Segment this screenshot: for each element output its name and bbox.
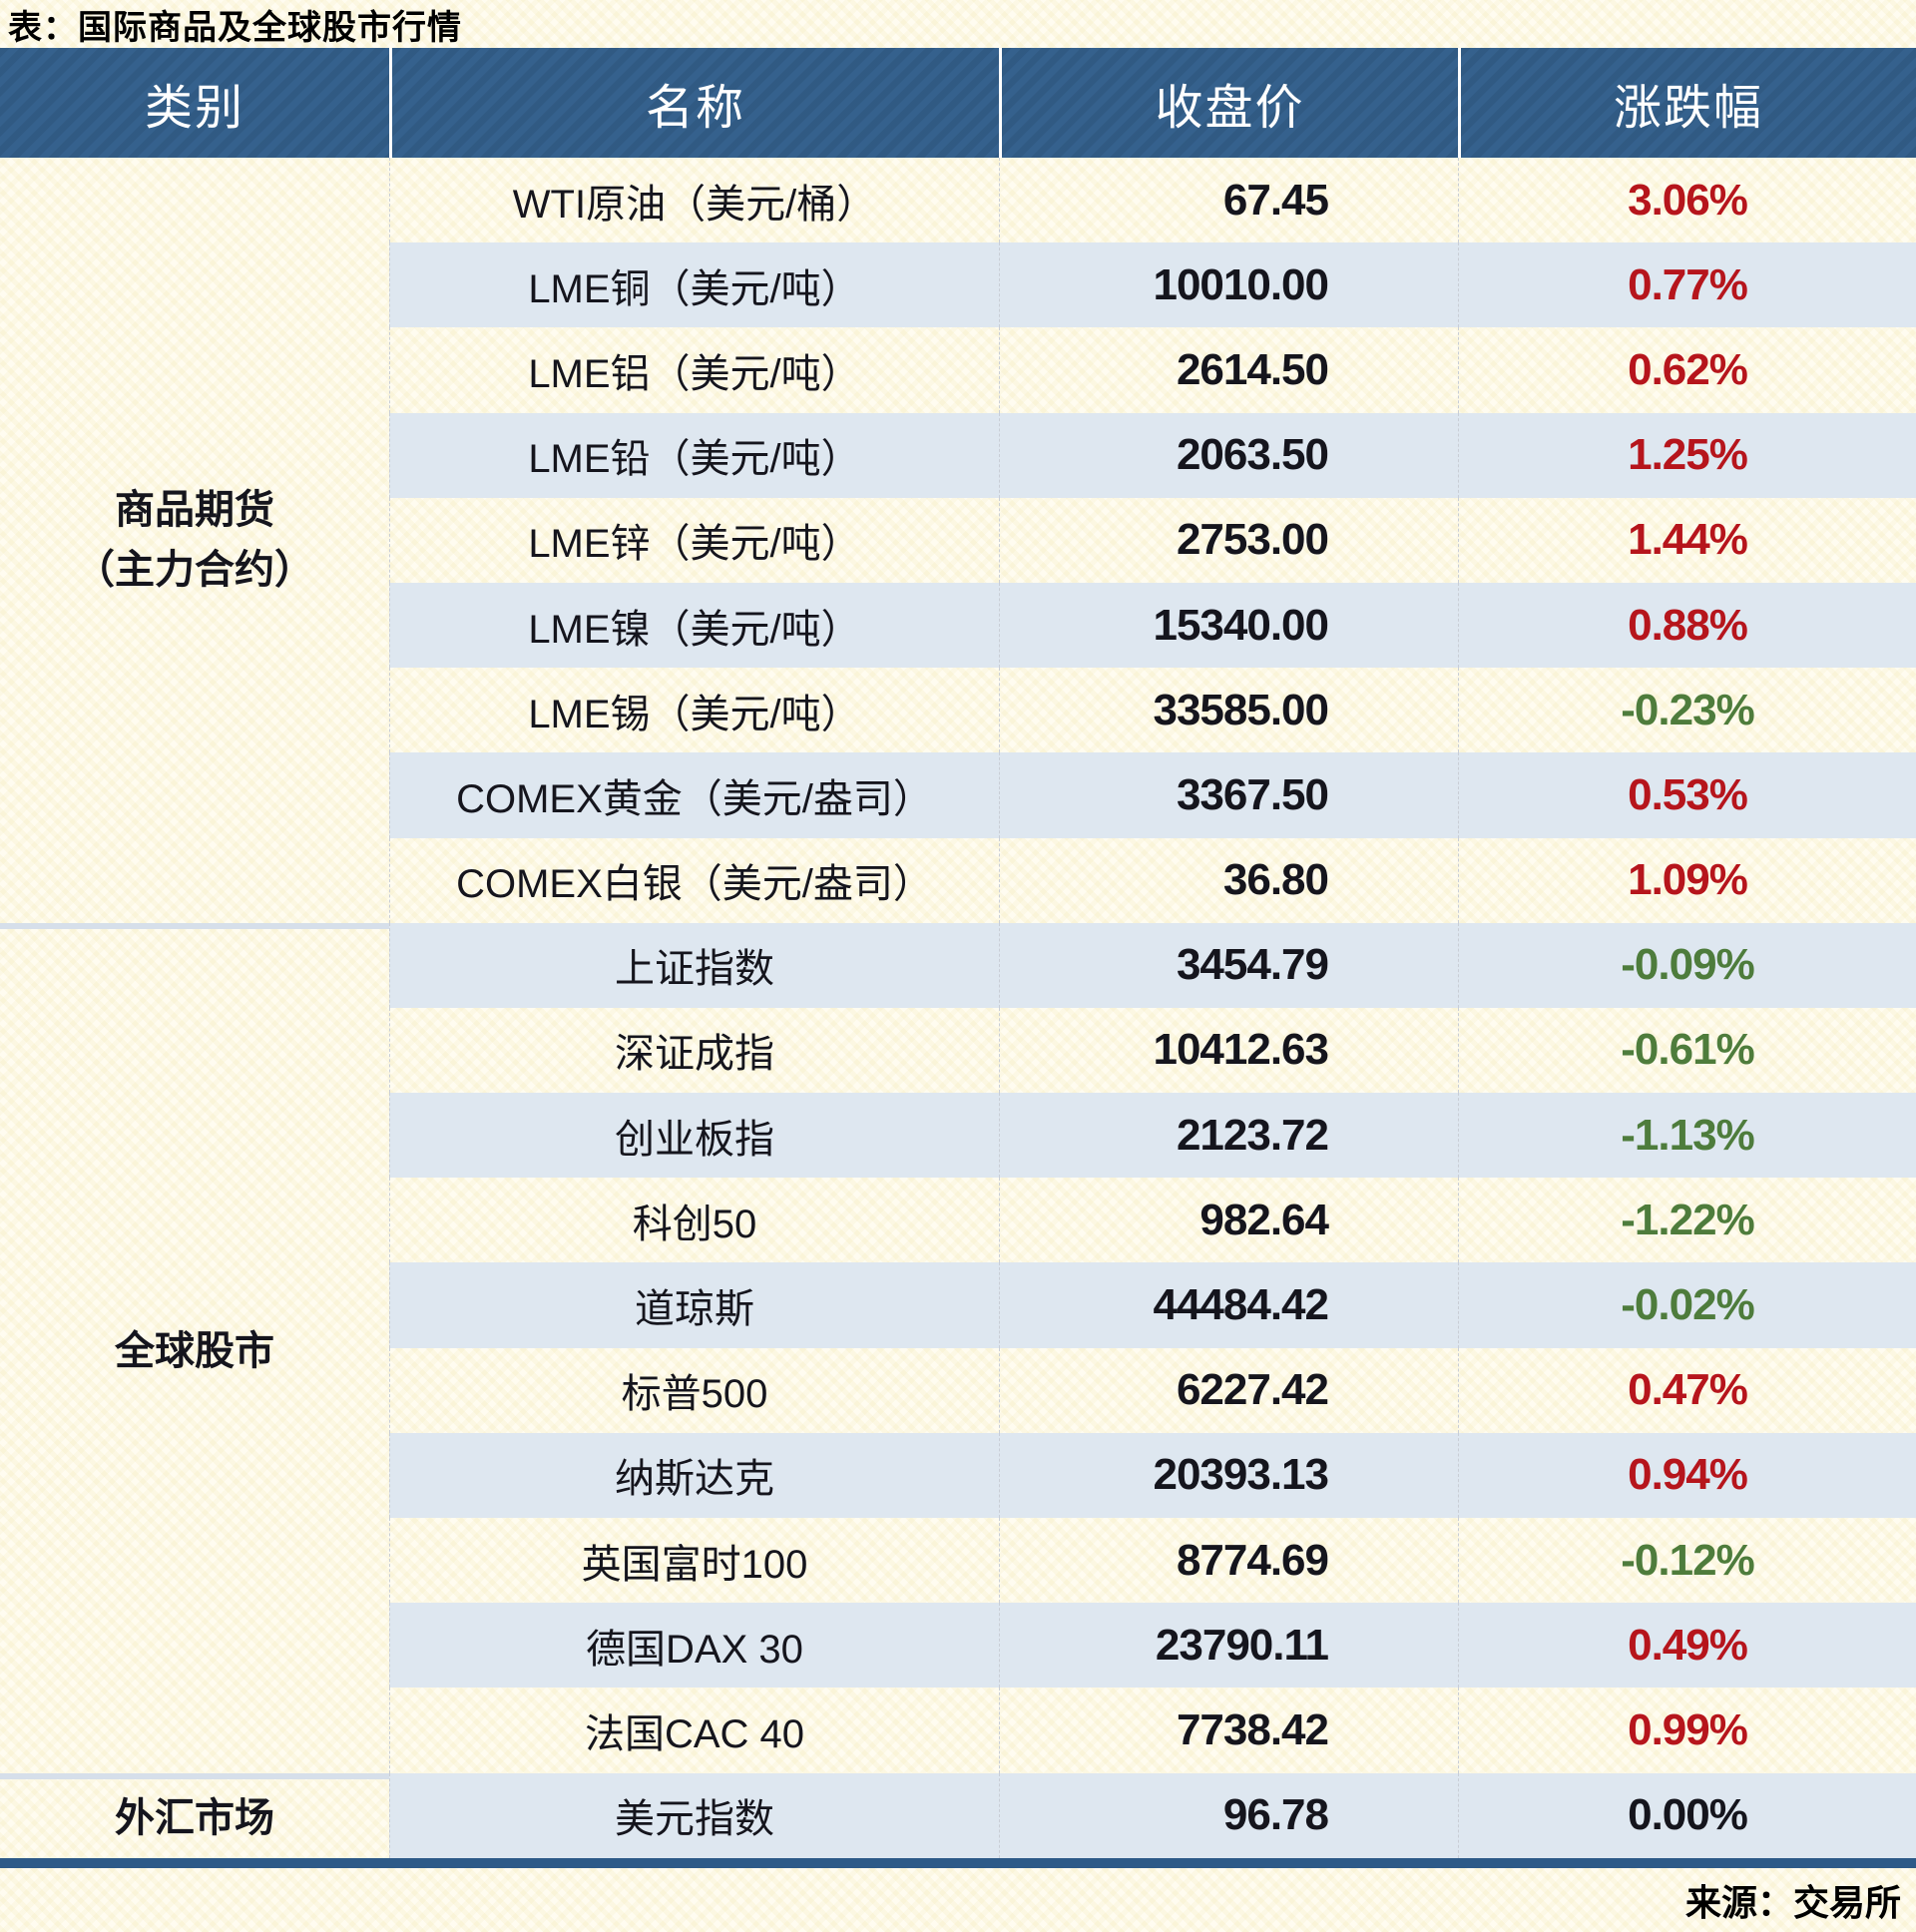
row-name-cell: LME铅（美元/吨） <box>389 412 999 498</box>
row-close-cell: 96.78 <box>999 1772 1458 1858</box>
row-name-cell: 法国CAC 40 <box>389 1688 999 1773</box>
header-cell-close: 收盘价 <box>999 48 1458 158</box>
row-change-cell: 0.88% <box>1458 582 1916 669</box>
row-name-cell: 创业板指 <box>389 1093 999 1179</box>
header-cell-name: 名称 <box>389 48 999 158</box>
row-name-cell: COMEX白银（美元/盎司） <box>389 837 999 923</box>
row-change-cell: 0.49% <box>1458 1603 1916 1689</box>
row-change-cell: 1.44% <box>1458 497 1916 583</box>
row-name-cell: LME锡（美元/吨） <box>389 668 999 753</box>
row-name-cell: 科创50 <box>389 1178 999 1263</box>
row-close-cell: 36.80 <box>999 837 1458 923</box>
row-close-cell: 7738.42 <box>999 1688 1458 1773</box>
row-name-cell: 英国富时100 <box>389 1518 999 1604</box>
row-close-cell: 3454.79 <box>999 922 1458 1008</box>
category-cell: 全球股市 <box>0 922 389 1773</box>
row-change-cell: 0.77% <box>1458 242 1916 328</box>
row-change-cell: 0.94% <box>1458 1432 1916 1518</box>
row-change-cell: -0.02% <box>1458 1262 1916 1348</box>
category-cell: 外汇市场 <box>0 1772 389 1858</box>
row-change-cell: 0.99% <box>1458 1688 1916 1773</box>
row-close-cell: 33585.00 <box>999 668 1458 753</box>
category-label: 商品期货 <box>115 488 274 533</box>
row-change-cell: 3.06% <box>1458 158 1916 243</box>
row-name-cell: 深证成指 <box>389 1007 999 1094</box>
row-close-cell: 8774.69 <box>999 1518 1458 1604</box>
source-note: 来源：交易所 <box>1684 1881 1901 1923</box>
row-close-cell: 44484.42 <box>999 1262 1458 1348</box>
row-name-cell: 上证指数 <box>389 922 999 1008</box>
row-name-cell: 美元指数 <box>389 1772 999 1858</box>
row-name-cell: 纳斯达克 <box>389 1432 999 1518</box>
row-close-cell: 982.64 <box>999 1178 1458 1263</box>
row-change-cell: 0.62% <box>1458 327 1916 413</box>
row-change-cell: -1.22% <box>1458 1178 1916 1263</box>
header-cell-change: 涨跌幅 <box>1458 48 1916 158</box>
table-title: 表：国际商品及全球股市行情 <box>8 8 462 47</box>
category-label: （主力合约） <box>75 548 314 593</box>
market-table: 类别 名称 收盘价 涨跌幅 商品期货 （主力合约） WTI原油（美元/桶） 67.45… <box>0 48 1916 1858</box>
row-change-cell: -0.61% <box>1458 1007 1916 1094</box>
row-change-cell: -0.12% <box>1458 1518 1916 1604</box>
row-close-cell: 20393.13 <box>999 1432 1458 1518</box>
row-change-cell: -0.09% <box>1458 922 1916 1008</box>
row-close-cell: 2063.50 <box>999 412 1458 498</box>
row-name-cell: LME锌（美元/吨） <box>389 497 999 583</box>
table-bottom-rule <box>0 1857 1916 1868</box>
row-name-cell: LME铜（美元/吨） <box>389 242 999 328</box>
row-change-cell: 0.00% <box>1458 1772 1916 1858</box>
category-label: 全球股市 <box>115 1328 274 1373</box>
row-close-cell: 67.45 <box>999 158 1458 243</box>
row-name-cell: WTI原油（美元/桶） <box>389 158 999 243</box>
row-close-cell: 2753.00 <box>999 497 1458 583</box>
row-name-cell: COMEX黄金（美元/盎司） <box>389 752 999 838</box>
row-name-cell: LME铝（美元/吨） <box>389 327 999 413</box>
row-name-cell: 标普500 <box>389 1347 999 1433</box>
row-change-cell: -1.13% <box>1458 1093 1916 1179</box>
row-name-cell: 道琼斯 <box>389 1262 999 1348</box>
row-close-cell: 10412.63 <box>999 1007 1458 1094</box>
row-close-cell: 3367.50 <box>999 752 1458 838</box>
row-close-cell: 2123.72 <box>999 1093 1458 1179</box>
category-label: 外汇市场 <box>115 1796 274 1841</box>
row-change-cell: 0.53% <box>1458 752 1916 838</box>
row-close-cell: 23790.11 <box>999 1603 1458 1689</box>
row-change-cell: -0.23% <box>1458 668 1916 753</box>
header-cell-category: 类别 <box>0 48 389 158</box>
row-change-cell: 1.25% <box>1458 412 1916 498</box>
row-close-cell: 15340.00 <box>999 582 1458 669</box>
row-close-cell: 10010.00 <box>999 242 1458 328</box>
category-cell: 商品期货 （主力合约） <box>0 158 389 923</box>
row-change-cell: 0.47% <box>1458 1347 1916 1433</box>
row-close-cell: 2614.50 <box>999 327 1458 413</box>
row-close-cell: 6227.42 <box>999 1347 1458 1433</box>
row-name-cell: LME镍（美元/吨） <box>389 582 999 669</box>
row-change-cell: 1.09% <box>1458 837 1916 923</box>
row-name-cell: 德国DAX 30 <box>389 1603 999 1689</box>
